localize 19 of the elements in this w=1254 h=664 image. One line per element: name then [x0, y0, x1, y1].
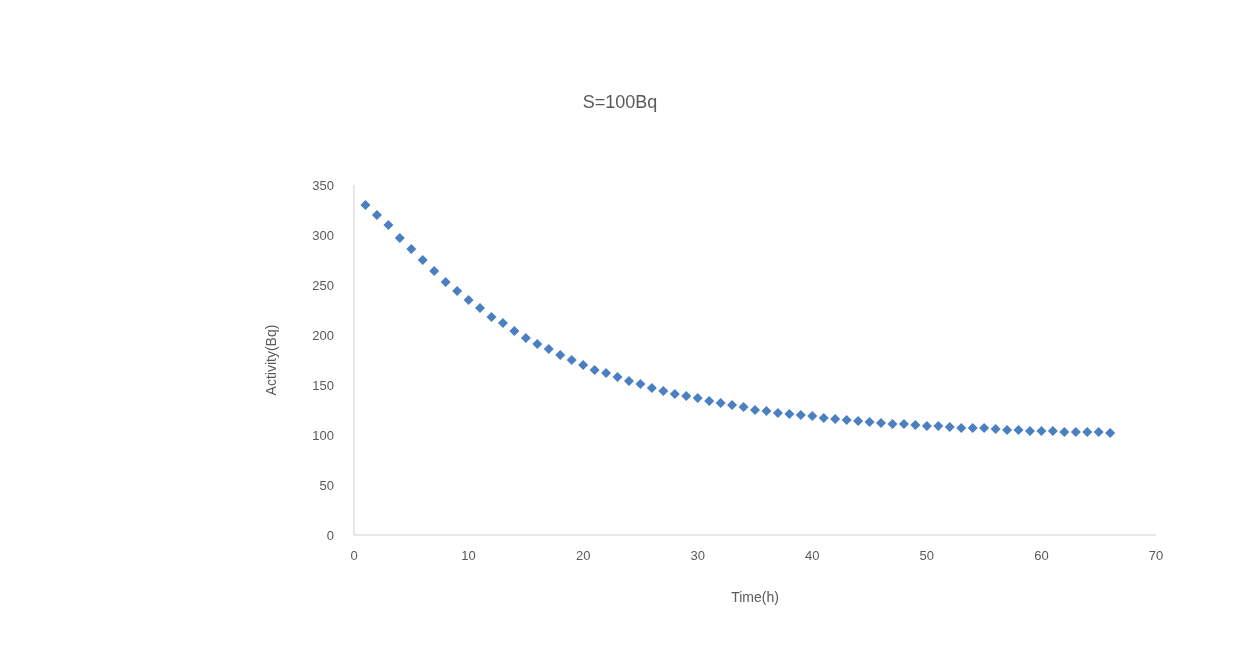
x-tick-label: 30: [690, 548, 705, 564]
y-tick-label: 150: [312, 377, 334, 393]
x-tick-label: 10: [461, 548, 476, 564]
y-tick-label: 350: [312, 177, 334, 193]
y-tick-label: 50: [319, 477, 334, 493]
x-tick-label: 20: [575, 548, 591, 564]
x-tick-label: 40: [805, 548, 820, 564]
y-axis-title: Activity(Bq): [263, 324, 279, 396]
x-tick-label: 70: [1148, 548, 1164, 564]
y-tick-label: 250: [312, 277, 334, 293]
chart-title: S=100Bq: [582, 92, 658, 112]
y-tick-label: 100: [312, 427, 334, 443]
x-axis-title: Time(h): [731, 589, 779, 605]
y-tick-label: 300: [312, 227, 334, 243]
x-tick-label: 60: [1034, 548, 1049, 564]
y-tick-label: 200: [312, 327, 334, 343]
x-tick-label: 0: [350, 548, 358, 564]
x-tick-label: 50: [919, 548, 935, 564]
y-tick-label: 0: [326, 527, 334, 543]
